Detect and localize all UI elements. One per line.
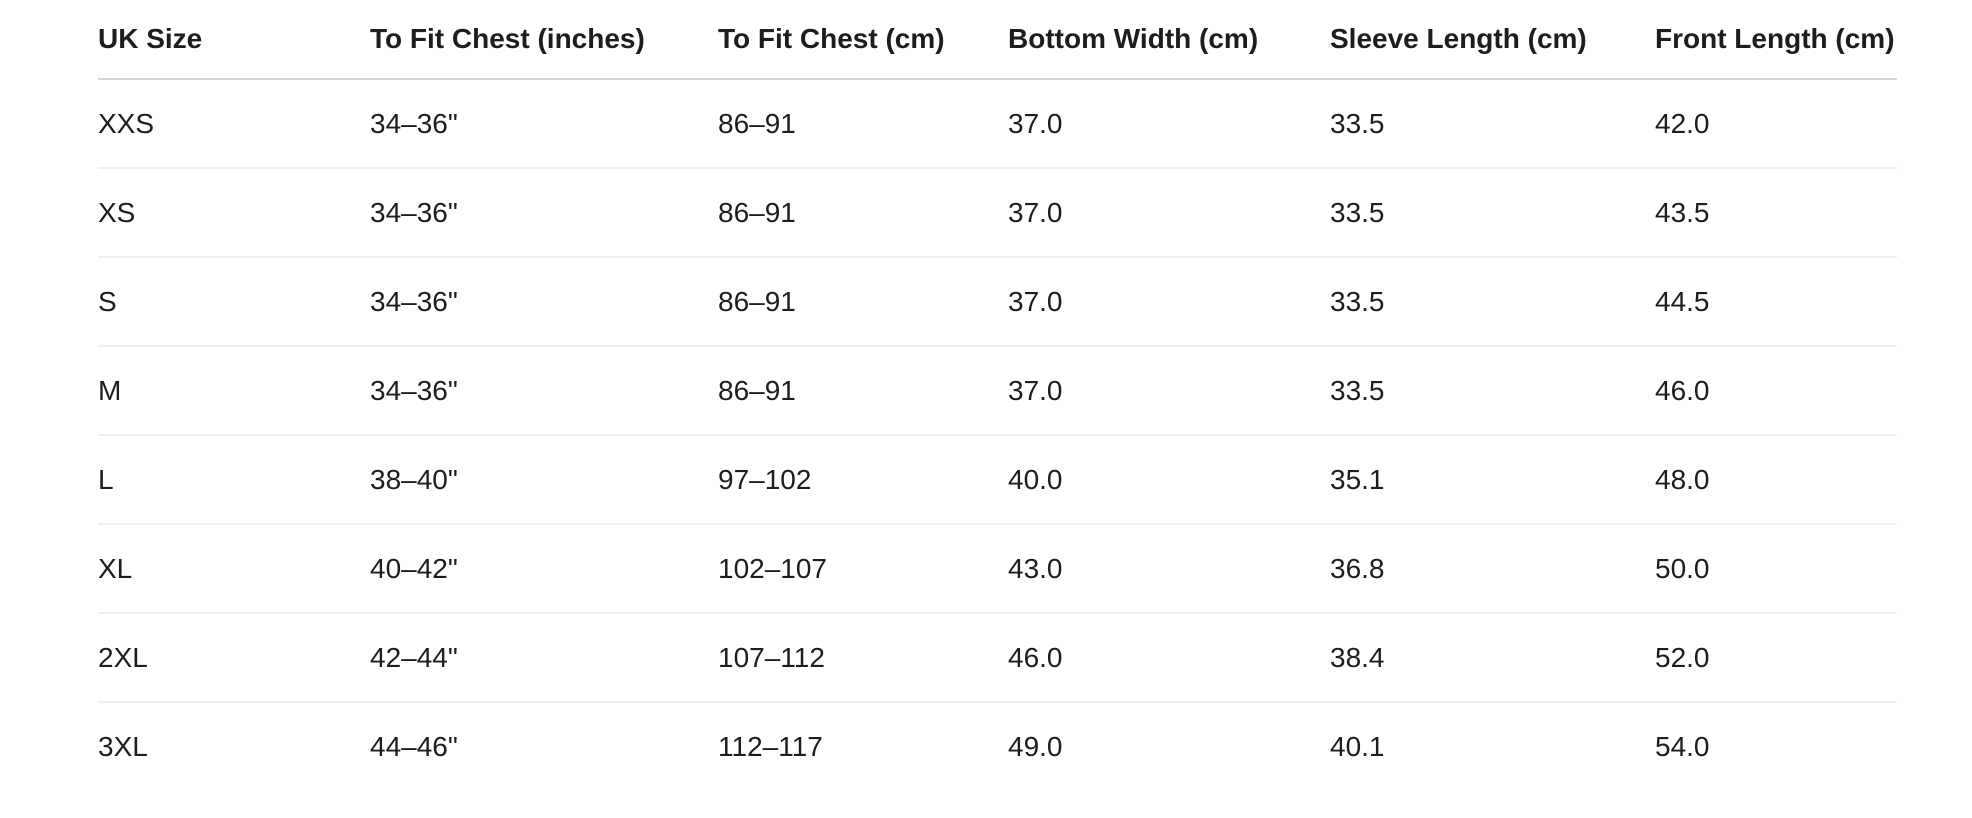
cell-chest-cm: 86–91 xyxy=(718,257,1008,347)
cell-sleeve-length: 33.5 xyxy=(1330,257,1655,347)
cell-size: 3XL xyxy=(98,730,148,762)
cell-size: XXS xyxy=(98,79,370,169)
cell-sleeve-length: 38.4 xyxy=(1330,613,1655,703)
cell-chest-inches: 42–44" xyxy=(370,613,718,703)
cell-size: S xyxy=(98,257,370,347)
cell-front-length: 50.0 xyxy=(1655,524,1897,614)
cell-chest-inches: 38–40" xyxy=(370,435,718,525)
column-header-front-length: Front Length (cm) xyxy=(1655,0,1897,80)
cell-chest-cm: 86–91 xyxy=(718,79,1008,169)
cell-front-length: 52.0 xyxy=(1655,613,1897,703)
cell-chest-inches: 40–42" xyxy=(370,524,718,614)
size-chart-section: UK Size To Fit Chest (inches) To Fit Che… xyxy=(98,0,1897,790)
cell-sleeve-length: 36.8 xyxy=(1330,524,1655,614)
cell-chest-cm: 107–112 xyxy=(718,613,1008,703)
table-row-xxs: XXS 34–36" 86–91 37.0 33.5 42.0 xyxy=(98,79,1897,169)
cell-chest-inches: 34–36" xyxy=(370,346,718,436)
header-row: UK Size To Fit Chest (inches) To Fit Che… xyxy=(98,0,1897,80)
table-row-xs: XS 34–36" 86–91 37.0 33.5 43.5 xyxy=(98,168,1897,258)
table-row-l: L 38–40" 97–102 40.0 35.1 48.0 xyxy=(98,435,1897,525)
table-row-xl: XL 40–42" 102–107 43.0 36.8 50.0 xyxy=(98,524,1897,614)
size-chart-table: UK Size To Fit Chest (inches) To Fit Che… xyxy=(98,0,1897,790)
table-row-s: S 34–36" 86–91 37.0 33.5 44.5 xyxy=(98,257,1897,347)
cell-bottom-width: 37.0 xyxy=(1008,257,1330,347)
column-header-bottom-width: Bottom Width (cm) xyxy=(1008,0,1330,80)
cell-chest-inches: 44–46" xyxy=(370,730,458,762)
cell-front-length: 46.0 xyxy=(1655,346,1897,436)
table-row-3xl: 3XL 44–46" 112–117 49.0 40.1 54.0 xyxy=(98,702,1897,790)
cell-size: L xyxy=(98,435,370,525)
cell-chest-cm: 112–117 xyxy=(718,730,823,762)
cell-front-length: 54.0 xyxy=(1655,730,1710,762)
cell-size: XS xyxy=(98,168,370,258)
cell-bottom-width: 43.0 xyxy=(1008,524,1330,614)
cell-front-length: 48.0 xyxy=(1655,435,1897,525)
column-header-uk-size: UK Size xyxy=(98,0,370,80)
cell-front-length: 43.5 xyxy=(1655,168,1897,258)
cell-chest-inches: 34–36" xyxy=(370,257,718,347)
cell-bottom-width: 37.0 xyxy=(1008,168,1330,258)
cell-chest-inches: 34–36" xyxy=(370,79,718,169)
cell-sleeve-length: 33.5 xyxy=(1330,168,1655,258)
cell-chest-inches: 34–36" xyxy=(370,168,718,258)
cell-sleeve-length: 35.1 xyxy=(1330,435,1655,525)
cell-bottom-width: 49.0 xyxy=(1008,730,1063,762)
cell-front-length: 44.5 xyxy=(1655,257,1897,347)
column-header-chest-inches: To Fit Chest (inches) xyxy=(370,0,718,80)
cell-sleeve-length: 33.5 xyxy=(1330,346,1655,436)
cell-bottom-width: 40.0 xyxy=(1008,435,1330,525)
cell-sleeve-length: 33.5 xyxy=(1330,79,1655,169)
cell-chest-cm: 86–91 xyxy=(718,346,1008,436)
cell-chest-cm: 97–102 xyxy=(718,435,1008,525)
column-header-sleeve-length: Sleeve Length (cm) xyxy=(1330,0,1655,80)
cell-size: XL xyxy=(98,524,370,614)
cell-chest-cm: 86–91 xyxy=(718,168,1008,258)
cell-chest-cm: 102–107 xyxy=(718,524,1008,614)
cell-bottom-width: 37.0 xyxy=(1008,346,1330,436)
cell-bottom-width: 37.0 xyxy=(1008,79,1330,169)
table-row-m: M 34–36" 86–91 37.0 33.5 46.0 xyxy=(98,346,1897,436)
column-header-chest-cm: To Fit Chest (cm) xyxy=(718,0,1008,80)
cell-front-length: 42.0 xyxy=(1655,79,1897,169)
cell-bottom-width: 46.0 xyxy=(1008,613,1330,703)
cell-sleeve-length: 40.1 xyxy=(1330,730,1385,762)
cell-size: 2XL xyxy=(98,613,370,703)
cell-size: M xyxy=(98,346,370,436)
table-row-2xl: 2XL 42–44" 107–112 46.0 38.4 52.0 xyxy=(98,613,1897,703)
